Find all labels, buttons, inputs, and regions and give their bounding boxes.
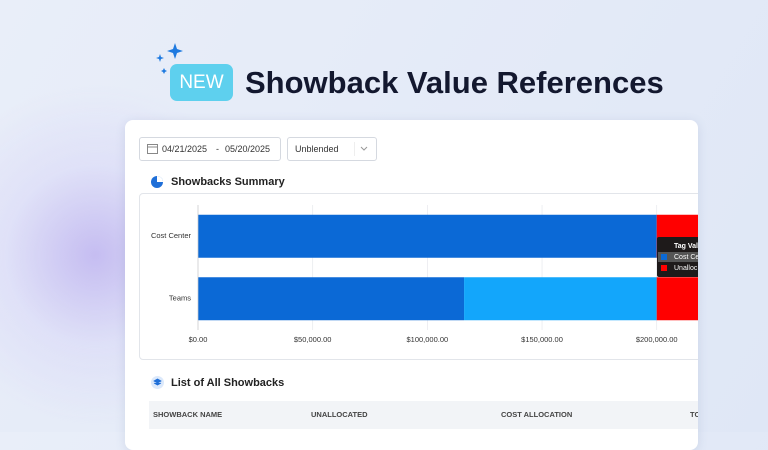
x-tick-label: $0.00 — [189, 335, 208, 344]
table-header — [149, 401, 698, 429]
new-badge: NEW — [170, 64, 233, 101]
legend-swatch — [661, 265, 667, 271]
cost-type-select[interactable]: Unblended — [287, 137, 377, 161]
cost-type: Unblended — [295, 144, 339, 154]
legend-swatch — [661, 254, 667, 260]
tooltip-title: Tag Val — [674, 243, 698, 250]
date-end: 05/20/2025 — [225, 144, 271, 154]
column-header: COST ALLOCATION — [501, 410, 573, 419]
tooltip-row — [658, 263, 698, 273]
bar-segment — [656, 277, 698, 321]
x-tick-label: $100,000.00 — [406, 335, 448, 344]
date-range-picker[interactable]: 04/21/2025 - 05/20/2025 — [139, 137, 281, 161]
bar-segment — [198, 277, 465, 321]
date-start: 04/21/2025 — [162, 144, 208, 154]
column-header: SHOWBACK NAME — [153, 410, 223, 419]
x-tick-label: $50,000.00 — [294, 335, 332, 344]
legend-label: Cost Ce — [674, 254, 698, 261]
date-separator: - — [216, 144, 219, 154]
bar-segment — [198, 214, 657, 258]
summary-title: Showbacks Summary — [171, 176, 285, 188]
chevron — [354, 142, 368, 156]
calendar-icon — [147, 144, 158, 154]
sparkles — [156, 43, 183, 74]
column-header: UNALLOCATED — [311, 410, 368, 419]
legend-label: Unalloc — [674, 265, 698, 272]
bar-segment — [464, 277, 657, 321]
x-tick-label: $150,000.00 — [521, 335, 563, 344]
stack-icon — [151, 376, 164, 389]
y-tick-label: Teams — [169, 294, 191, 303]
pie-icon — [151, 176, 163, 188]
page: NEW Showback Value References 04/21/2025… — [0, 0, 768, 432]
app-card: 04/21/2025 - 05/20/2025 Unblended Showba… — [125, 120, 698, 450]
y-tick-label: Cost Center — [151, 231, 192, 240]
x-tick-label: $200,000.00 — [636, 335, 678, 344]
headline: Showback Value References — [245, 65, 664, 100]
list-title: List of All Showbacks — [171, 377, 285, 389]
column-header: TO — [690, 410, 698, 419]
chart-box — [139, 193, 698, 360]
chart: $0.00 $50,000.00 $100,000.00 $150,000.00 $20… — [151, 205, 698, 344]
tooltip-row — [658, 252, 698, 262]
